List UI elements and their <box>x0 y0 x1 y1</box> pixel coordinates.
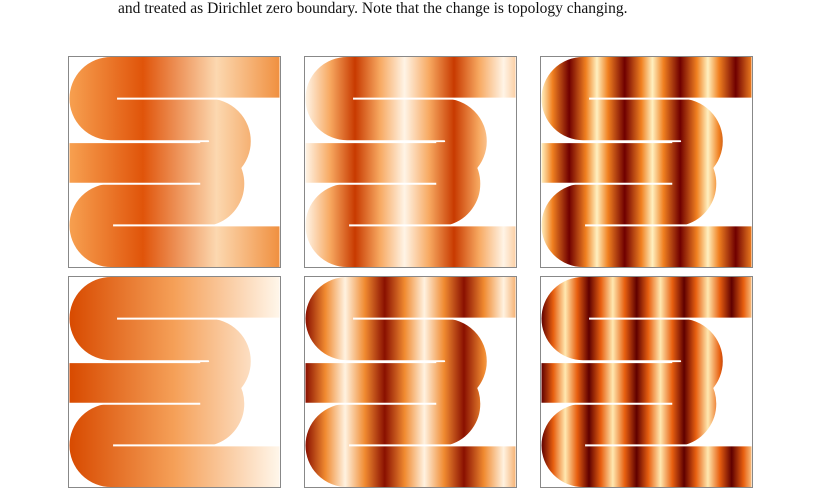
caption: and treated as Dirichlet zero boundary. … <box>118 0 628 17</box>
field-image <box>540 56 753 268</box>
field-image <box>68 56 281 268</box>
field-image <box>540 276 753 488</box>
field-image <box>304 276 517 488</box>
field-image <box>68 276 281 488</box>
field-image <box>304 56 517 268</box>
